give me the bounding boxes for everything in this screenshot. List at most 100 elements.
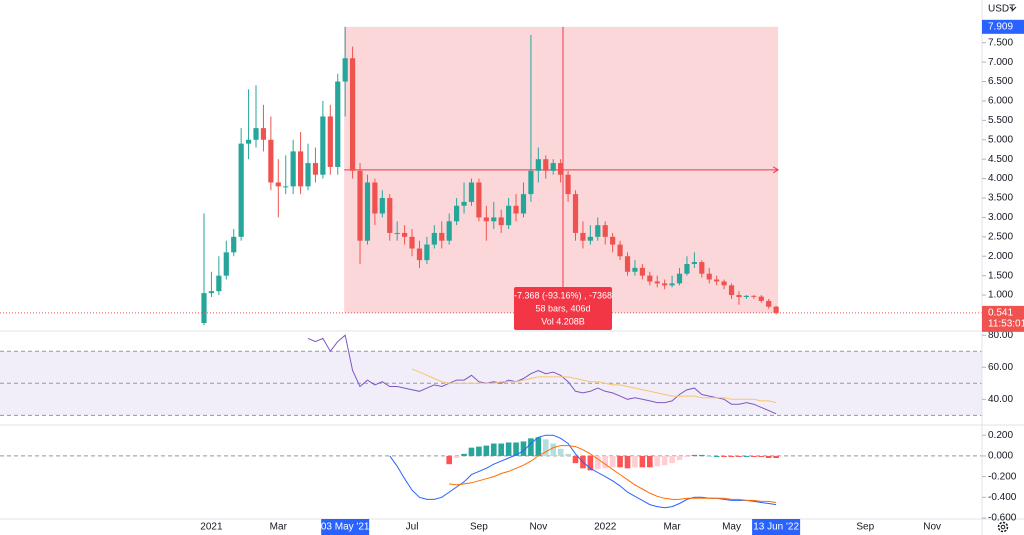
candle-body <box>632 267 638 272</box>
candle-body <box>327 116 333 167</box>
histogram-bar <box>550 443 557 456</box>
candle-body <box>387 198 393 233</box>
histogram-bar <box>483 445 490 456</box>
candle-body <box>461 201 467 206</box>
axis-layer: 1.000 1.500 2.000 2.500 3.000 3.500 4.000 4.500… <box>200 19 1024 535</box>
candle-body <box>350 58 356 171</box>
candle-body <box>491 217 497 222</box>
histogram-bar <box>528 438 534 456</box>
candle-body <box>706 273 712 280</box>
candle-body <box>305 163 311 187</box>
y-tick-label: 5.000 <box>988 134 1013 145</box>
histogram-bar <box>542 439 549 456</box>
histogram-bar <box>513 442 519 456</box>
measure-text: 58 bars, 406d <box>535 303 590 313</box>
candle-body <box>684 264 690 274</box>
candle-body <box>721 281 727 286</box>
candle-body <box>379 198 385 214</box>
x-label-highlight <box>752 519 801 535</box>
last-price: 0.541 <box>988 308 1013 319</box>
countdown: 11:53:01 <box>988 319 1024 330</box>
histogram-bar <box>617 455 623 468</box>
candle-body <box>572 194 579 233</box>
y-tick-label: -0.600 <box>988 513 1017 524</box>
currency-label[interactable]: USDT <box>988 4 1015 15</box>
candle-body <box>595 225 601 237</box>
histogram-bar <box>557 448 564 456</box>
histogram-bar <box>765 455 772 458</box>
histogram-bar <box>461 453 467 456</box>
histogram-bar <box>654 455 661 467</box>
histogram-bar <box>535 437 542 456</box>
x-tick-label: 03 May '21 <box>321 522 370 533</box>
candle-body <box>743 295 749 297</box>
candle-body <box>483 217 489 222</box>
histogram-bar <box>706 455 713 457</box>
candle-body <box>699 262 705 274</box>
y-tick-label: 6.000 <box>988 96 1013 107</box>
candle-body <box>617 244 623 257</box>
histogram-bar <box>773 455 779 458</box>
candle-body <box>610 236 616 245</box>
histogram-bar <box>721 455 727 457</box>
candle-body <box>268 139 274 183</box>
y-tick-label: 2.500 <box>988 231 1013 242</box>
y-tick-label: 6.500 <box>988 76 1013 87</box>
indicator-line <box>307 334 777 415</box>
currency-chevron[interactable] <box>1009 6 1017 11</box>
price-label-bg <box>982 305 1024 332</box>
candle-body <box>639 267 645 276</box>
y-tick-label: -0.400 <box>988 492 1017 503</box>
candle-body <box>290 151 296 187</box>
candle-body <box>773 306 779 313</box>
histogram-bar <box>743 455 750 457</box>
candle-body <box>580 232 586 241</box>
candle-body <box>231 236 237 253</box>
candle-body <box>728 285 735 296</box>
candle-body <box>297 151 304 187</box>
candle-body <box>550 163 556 171</box>
histogram-bar <box>676 455 683 461</box>
candle-body <box>320 116 326 175</box>
candle-body <box>335 81 341 167</box>
candle-body <box>736 295 742 297</box>
candle-body <box>691 262 697 264</box>
histogram-bar <box>587 455 594 471</box>
histogram-bar <box>602 455 609 469</box>
candle-body <box>751 295 757 297</box>
candle-body <box>312 163 319 175</box>
y-tick-label: 3.000 <box>988 212 1013 223</box>
candle-body <box>260 128 267 140</box>
histogram-bar <box>505 442 512 456</box>
high-label-bg <box>982 19 1024 34</box>
y-tick-label: -0.200 <box>988 471 1017 482</box>
y-tick-label: 0.000 <box>988 451 1013 462</box>
y-tick-label: 4.000 <box>988 173 1013 184</box>
candle-body <box>454 205 460 222</box>
x-tick-label: Nov <box>529 522 547 533</box>
candle-body <box>416 248 423 261</box>
candle-body <box>223 252 229 276</box>
candle-body <box>431 232 437 245</box>
histogram-bar <box>565 453 571 456</box>
histogram-bar <box>520 441 527 456</box>
histogram-bar <box>639 455 646 468</box>
histogram-bar <box>661 455 668 466</box>
candle-body <box>669 283 675 286</box>
histogram-bar <box>632 455 638 468</box>
candle-body <box>216 275 222 292</box>
y-tick-label: 80.00 <box>988 330 1013 341</box>
candle-body <box>602 225 608 237</box>
x-tick-label: Mar <box>270 522 288 533</box>
candle-body <box>275 182 281 187</box>
histogram-bar <box>736 455 742 457</box>
candle-body <box>245 139 252 144</box>
candle-body <box>342 58 348 82</box>
settings-icon[interactable] <box>997 521 1009 533</box>
x-tick-label: 2021 <box>200 522 223 533</box>
y-tick-label: 7.500 <box>988 37 1013 48</box>
candle-body <box>357 170 363 241</box>
y-tick-label: 4.500 <box>988 154 1013 165</box>
x-tick-label: 2022 <box>594 522 617 533</box>
